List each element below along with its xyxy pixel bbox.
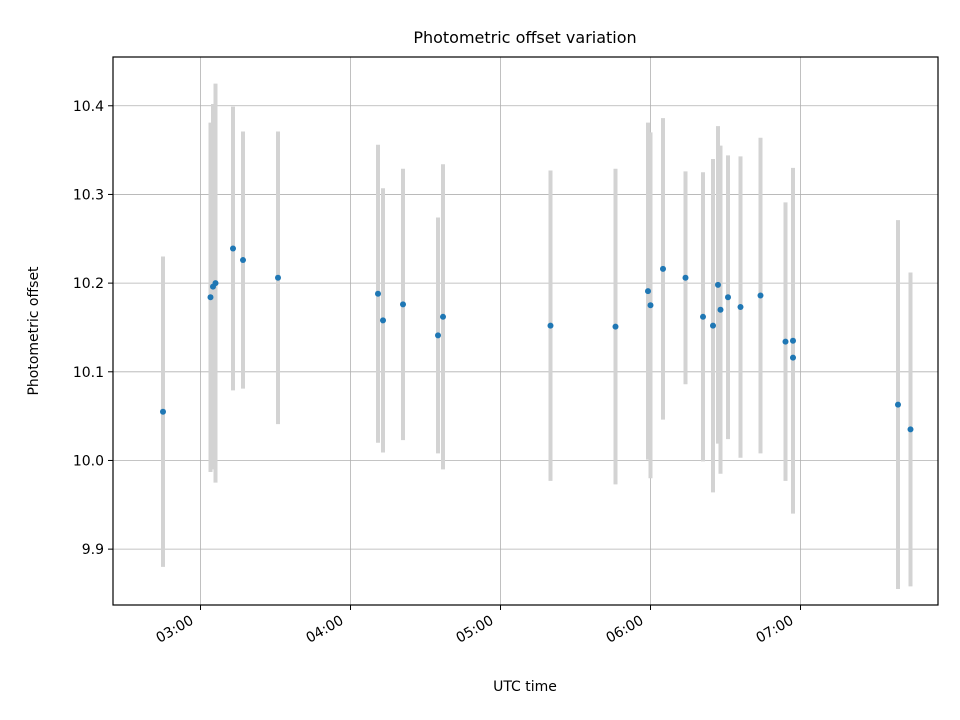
data-point xyxy=(435,332,441,339)
data-point xyxy=(715,281,721,288)
x-axis-label: UTC time xyxy=(493,679,557,695)
data-point xyxy=(895,401,901,408)
data-point xyxy=(682,274,689,281)
data-point xyxy=(440,313,446,320)
data-point xyxy=(700,313,706,320)
data-point xyxy=(725,294,731,301)
plot-area-frame xyxy=(112,56,939,606)
y-axis-ticks: 9.9 10.0 10.1 10.2 10.3 10.4 xyxy=(73,99,113,558)
data-point xyxy=(717,306,724,313)
chart-title: Photometric offset variation xyxy=(413,28,636,47)
data-point xyxy=(380,317,386,324)
data-point xyxy=(757,292,764,299)
data-point xyxy=(907,426,914,433)
data-point xyxy=(737,304,744,311)
data-point xyxy=(207,294,214,301)
data-point xyxy=(547,322,554,329)
data-point xyxy=(275,274,281,281)
data-point xyxy=(375,290,381,297)
data-point xyxy=(782,338,789,345)
data-point xyxy=(240,257,246,264)
y-tick-label: 9.9 xyxy=(82,542,104,558)
y-tick-label: 10.0 xyxy=(73,453,104,469)
data-point xyxy=(647,302,654,309)
y-axis-label: Photometric offset xyxy=(26,266,42,396)
data-point xyxy=(400,301,406,308)
data-point xyxy=(612,323,619,330)
data-point xyxy=(790,354,796,361)
data-point xyxy=(230,245,236,252)
y-tick-label: 10.2 xyxy=(73,276,104,292)
data-point xyxy=(790,337,796,344)
data-points xyxy=(160,245,914,433)
grid-lines xyxy=(113,57,938,605)
y-tick-label: 10.4 xyxy=(73,99,104,115)
data-point xyxy=(645,288,651,295)
y-tick-label: 10.1 xyxy=(73,365,104,381)
data-point xyxy=(212,280,219,287)
data-point xyxy=(160,408,166,415)
data-point xyxy=(710,322,716,329)
y-tick-label: 10.3 xyxy=(73,187,104,203)
data-point xyxy=(660,265,666,272)
